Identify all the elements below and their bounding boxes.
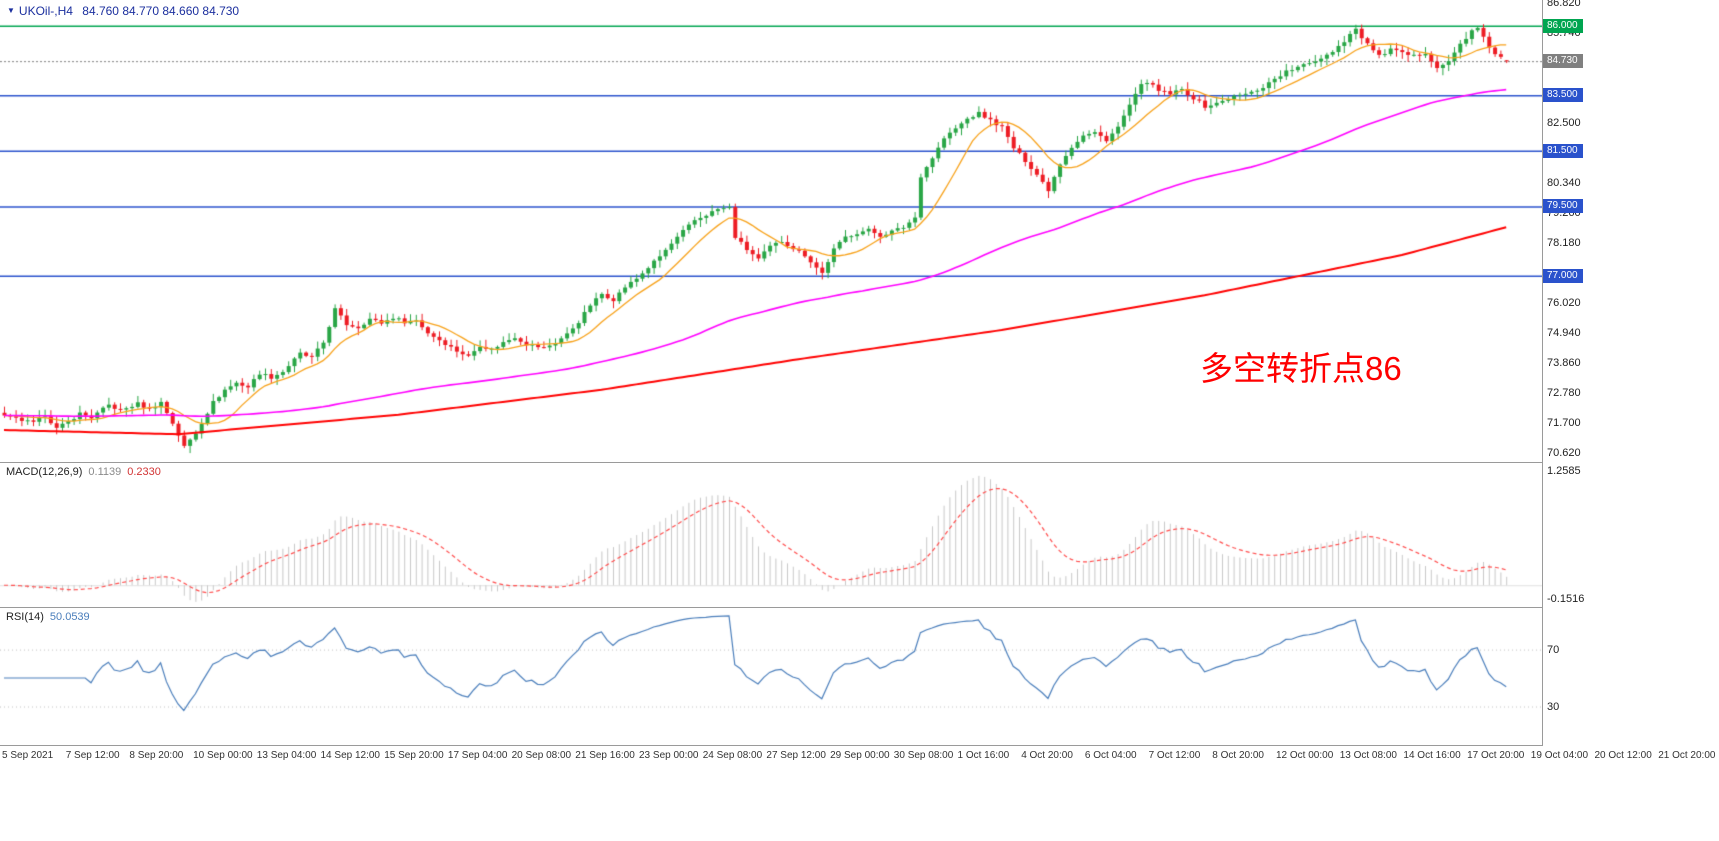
time-axis-label: 7 Oct 12:00: [1148, 750, 1201, 761]
time-axis-label: 17 Oct 20:00: [1467, 750, 1525, 761]
symbol-marker-icon: ▼: [7, 6, 15, 15]
time-axis-label: 20 Sep 08:00: [511, 750, 572, 761]
rsi-name: RSI(14): [6, 611, 44, 623]
time-axis-label: 15 Sep 20:00: [384, 750, 444, 761]
time-axis-label: 21 Sep 16:00: [575, 750, 635, 761]
time-axis-label: 10 Sep 00:00: [193, 750, 253, 761]
rsi-axis-label: 30: [1547, 700, 1560, 713]
macd-axis-label: 1.2585: [1547, 465, 1581, 477]
macd-label: MACD(12,26,9) 0.1139 0.2330: [6, 466, 161, 478]
macd-axis-label: -0.1516: [1547, 593, 1585, 605]
time-axis-label: 14 Oct 16:00: [1403, 750, 1461, 761]
time-axis-label: 13 Oct 08:00: [1339, 750, 1397, 761]
rsi-label: RSI(14) 50.0539: [6, 611, 90, 623]
time-axis-label: 19 Oct 04:00: [1530, 750, 1589, 761]
price-axis-label: 76.020: [1547, 297, 1581, 310]
macd-signal-value: 0.2330: [127, 466, 161, 478]
price-axis-label: 78.180: [1547, 237, 1581, 250]
time-axis-label: 1 Oct 16:00: [957, 750, 1010, 761]
scale-separator: [1542, 0, 1543, 746]
price-level-tag: 81.500: [1543, 143, 1583, 158]
rsi-canvas[interactable]: [0, 608, 1542, 745]
price-axis-label: 73.860: [1547, 357, 1581, 370]
main-chart-canvas[interactable]: [0, 0, 1542, 462]
rsi-value: 50.0539: [49, 611, 90, 623]
time-axis-label: 12 Oct 00:00: [1276, 750, 1334, 761]
time-axis-label: 29 Sep 00:00: [830, 750, 890, 761]
macd-main-value: 0.1139: [88, 466, 122, 478]
rsi-indicator-panel: RSI(14) 50.0539: [0, 608, 1542, 745]
main-chart-panel: ▼ UKOil-,H4 84.760 84.770 84.660 84.730 多…: [0, 0, 1542, 462]
time-axis[interactable]: 5 Sep 2021 7 Sep 12:00 8 Sep 20:00 10 Sep 0…: [0, 746, 1719, 770]
time-axis-label: 27 Sep 12:00: [766, 750, 826, 761]
time-axis-label: 5 Sep 2021: [2, 750, 54, 761]
chart-title: ▼ UKOil-,H4 84.760 84.770 84.660 84.730: [7, 4, 239, 18]
time-axis-label: 20 Oct 12:00: [1594, 750, 1652, 761]
price-level-tag: 86.000: [1543, 18, 1583, 33]
ohlc-values: 84.760 84.770 84.660 84.730: [82, 4, 240, 18]
panel-separator: [0, 462, 1719, 463]
time-axis-label: 4 Oct 20:00: [1021, 750, 1073, 761]
price-level-tag: 84.730: [1543, 54, 1583, 69]
time-axis-label: 8 Oct 20:00: [1212, 750, 1264, 761]
price-axis-label: 72.780: [1547, 387, 1581, 400]
macd-canvas[interactable]: [0, 463, 1542, 607]
price-level-tag: 83.500: [1543, 88, 1583, 103]
time-axis-label: 30 Sep 08:00: [893, 750, 954, 761]
chart-annotation-text[interactable]: 多空转折点86: [1200, 350, 1402, 387]
price-axis-label: 82.500: [1547, 117, 1581, 130]
macd-name: MACD(12,26,9): [6, 466, 83, 478]
price-axis-label: 74.940: [1547, 327, 1581, 340]
time-axis-label: 8 Sep 20:00: [129, 750, 184, 761]
time-axis-label: 6 Oct 04:00: [1084, 750, 1137, 761]
time-axis-label: 21 Oct 20:00: [1658, 750, 1716, 761]
time-axis-label: 13 Sep 04:00: [256, 750, 317, 761]
price-scale[interactable]: 86.82085.74082.50080.34079.26078.18076.0…: [1543, 0, 1719, 746]
price-axis-label: 80.340: [1547, 177, 1581, 190]
macd-indicator-panel: MACD(12,26,9) 0.1139 0.2330: [0, 463, 1542, 607]
panel-separator: [0, 745, 1719, 746]
time-axis-label: 14 Sep 12:00: [320, 750, 381, 761]
price-axis-label: 70.620: [1547, 447, 1581, 460]
price-level-tag: 77.000: [1543, 268, 1583, 283]
time-axis-label: 24 Sep 08:00: [702, 750, 763, 761]
time-axis-label: 17 Sep 04:00: [447, 750, 508, 761]
symbol-timeframe-label: UKOil-,H4: [18, 4, 73, 18]
price-axis-label: 71.700: [1547, 417, 1581, 430]
price-axis-label: 86.820: [1547, 0, 1581, 10]
price-level-tag: 79.500: [1543, 199, 1583, 214]
time-axis-label: 7 Sep 12:00: [65, 750, 120, 761]
panel-separator: [0, 607, 1719, 608]
time-axis-label: 23 Sep 00:00: [639, 750, 699, 761]
rsi-axis-label: 70: [1547, 643, 1560, 656]
